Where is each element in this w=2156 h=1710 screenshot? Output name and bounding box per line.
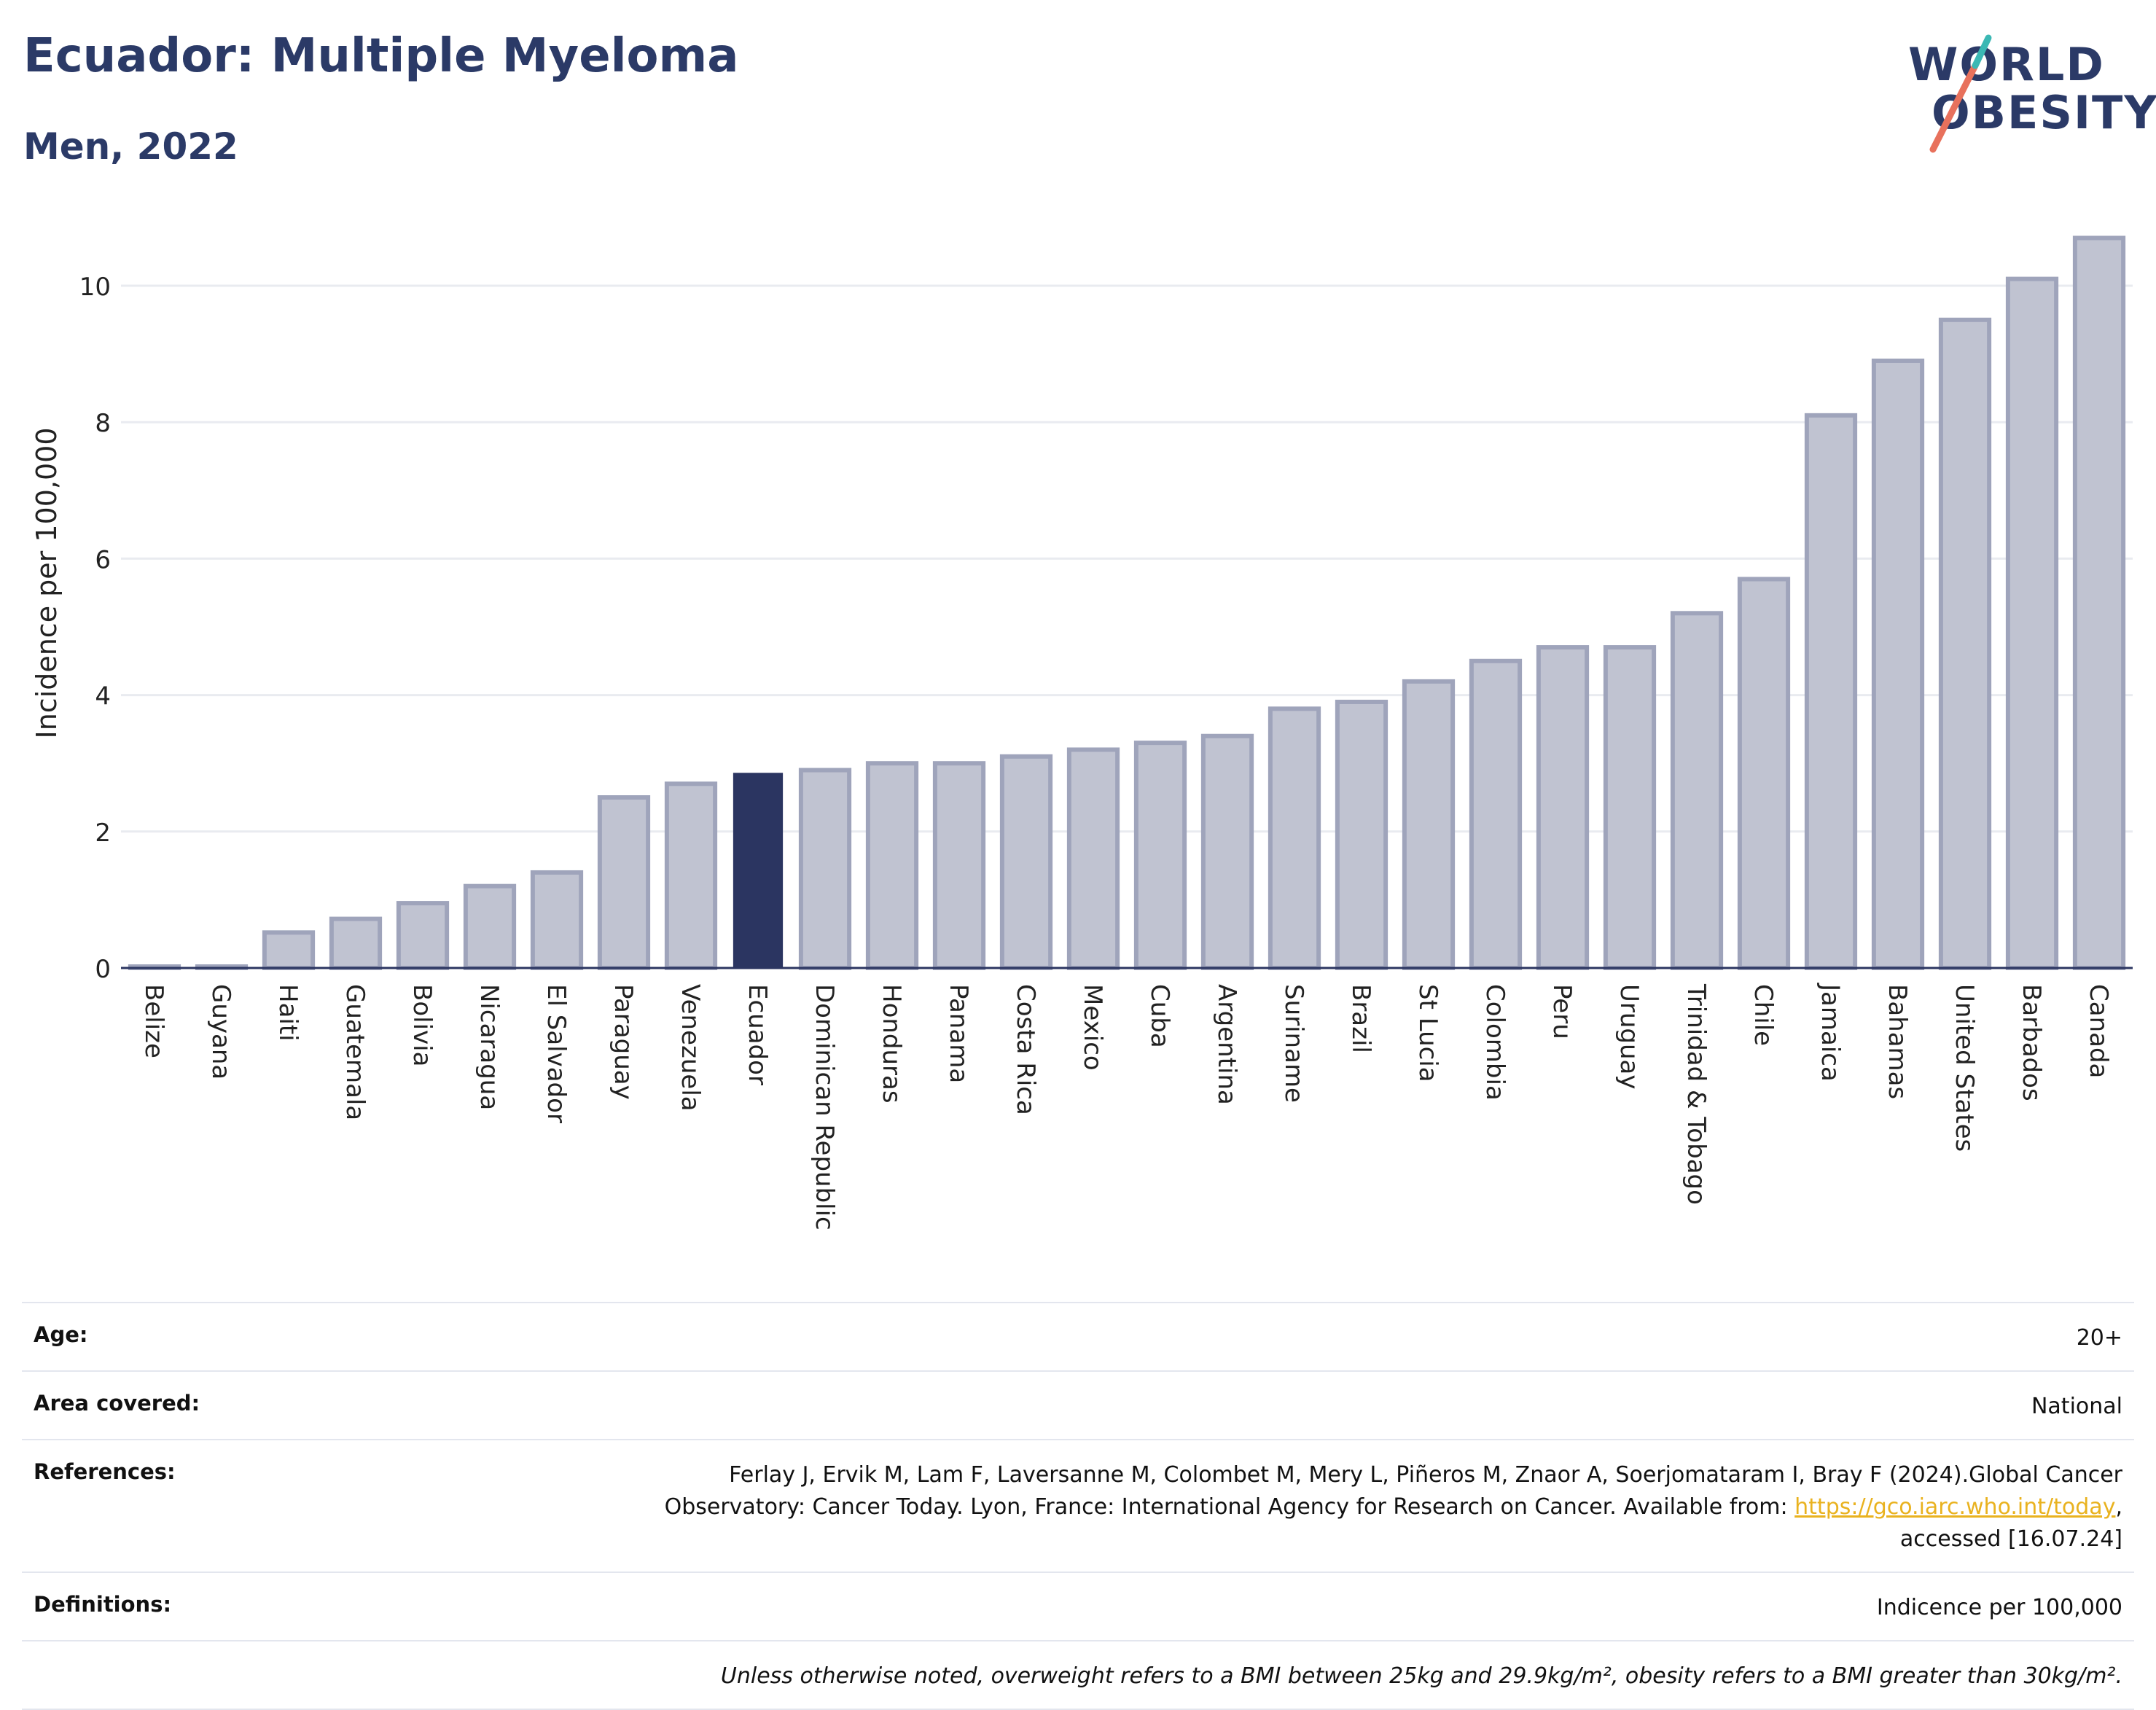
meta-row-definitions: Definitions: Indicence per 100,000 (22, 1572, 2134, 1640)
bar-guatemala (329, 916, 383, 970)
x-tick-label: Barbados (2017, 984, 2046, 1101)
x-tick-label: Trinidad & Tobago (1682, 983, 1711, 1205)
x-tick-label: Peru (1547, 984, 1577, 1039)
bar-chart: 0 2 4 6 8 10 Belize Guyana Haiti Guatemala Bolivia… (79, 235, 2133, 1230)
bar-brazil (1335, 699, 1388, 971)
bar-bahamas (1871, 358, 1925, 970)
bar-canada (2072, 235, 2126, 971)
age-value: 20+ (2076, 1325, 2122, 1351)
bar-haiti (262, 930, 316, 971)
logo-line-2: OBESITY (1932, 86, 2156, 139)
x-tick-label: Bahamas (1883, 984, 1912, 1099)
x-tick-label: Mexico (1078, 984, 1107, 1071)
bar-united-states (1938, 317, 1992, 971)
page-subtitle: Men, 2022 (23, 125, 238, 168)
x-tick-label: Venezuela (676, 984, 705, 1112)
x-tick-label: Cuba (1145, 984, 1174, 1048)
bar-uruguay (1603, 645, 1657, 971)
references-label: References: (34, 1459, 176, 1484)
x-tick-label: Jamaica (1816, 983, 1845, 1082)
logo-slash-icon (1929, 34, 1992, 153)
bar-argentina (1200, 733, 1254, 970)
world-obesity-logo: WORLD OBESITY (1895, 22, 2156, 153)
bar-nicaragua (463, 883, 517, 970)
bar-trinidad-tobago (1670, 611, 1724, 971)
logo-line-1: WORLD (1908, 38, 2105, 91)
definitions-value: Indicence per 100,000 (1876, 1595, 2122, 1620)
x-tick-label: Nicaragua (474, 984, 504, 1110)
bar-suriname (1268, 706, 1321, 970)
x-tick-label: Haiti (273, 984, 302, 1042)
area-label: Area covered: (34, 1391, 200, 1416)
x-tick-label: Bolivia (407, 984, 437, 1066)
x-tick-label: Honduras (877, 984, 906, 1104)
x-tick-label: Paraguay (609, 984, 638, 1100)
bar-colombia (1469, 658, 1523, 970)
page-title: Ecuador: Multiple Myeloma (23, 29, 739, 83)
x-tick-label: Belize (139, 984, 168, 1058)
x-tick-label: Guyana (206, 984, 235, 1080)
x-tick-label: Uruguay (1614, 984, 1644, 1090)
area-value: National (2031, 1394, 2122, 1419)
bar-panama (932, 761, 986, 970)
metadata-table: Age: 20+ Area covered: National Referenc… (22, 1302, 2134, 1710)
x-tick-label: Chile (1749, 984, 1778, 1046)
bar-jamaica (1804, 413, 1858, 970)
x-tick-label: Guatemala (340, 984, 370, 1120)
bmi-note: Unless otherwise noted, overweight refer… (720, 1663, 2122, 1689)
meta-row-references: References: Ferlay J, Ervik M, Lam F, La… (22, 1439, 2134, 1572)
y-tick-label: 0 (95, 955, 111, 984)
x-tick-label: Ecuador (743, 984, 772, 1085)
x-tick-label: St Lucia (1413, 984, 1442, 1082)
references-value: Ferlay J, Ervik M, Lam F, Laversanne M, … (665, 1459, 2122, 1555)
bar-bolivia (396, 901, 450, 971)
bar-paraguay (597, 795, 651, 970)
bar-dominican-republic (798, 768, 852, 970)
bar-honduras (865, 761, 919, 970)
y-tick-label: 10 (79, 273, 111, 302)
y-tick-label: 6 (95, 545, 111, 574)
y-tick-label: 4 (95, 682, 111, 711)
age-label: Age: (34, 1322, 88, 1347)
bar-costa-rica (999, 754, 1053, 971)
bar-ecuador (733, 773, 784, 969)
bar-mexico (1066, 747, 1120, 970)
bar-barbados (2005, 276, 2059, 970)
references-line-2: Observatory: Cancer Today. Lyon, France:… (664, 1494, 1795, 1520)
y-tick-label: 2 (95, 819, 111, 848)
bar-peru (1536, 645, 1590, 971)
x-tick-label: Panama (944, 984, 973, 1083)
y-tick-label: 8 (95, 409, 111, 438)
x-tick-label: Costa Rica (1011, 984, 1040, 1115)
references-line-2-end: , (2115, 1494, 2122, 1520)
x-tick-label: Argentina (1212, 984, 1241, 1105)
x-tick-label: Colombia (1480, 984, 1509, 1101)
bar-chile (1737, 577, 1791, 970)
x-tick-label: Brazil (1346, 984, 1375, 1053)
x-tick-label: Suriname (1279, 984, 1308, 1103)
definitions-label: Definitions: (34, 1592, 172, 1617)
meta-row-note: Unless otherwise noted, overweight refer… (22, 1640, 2134, 1710)
references-link[interactable]: https://gco.iarc.who.int/today (1794, 1494, 2116, 1520)
x-tick-label: Dominican Republic (810, 984, 839, 1230)
meta-row-area: Area covered: National (22, 1370, 2134, 1439)
bar-cuba (1133, 741, 1187, 970)
x-tick-label: El Salvador (542, 984, 571, 1123)
x-tick-label: United States (1950, 984, 1979, 1152)
references-line-3: accessed [16.07.24] (1899, 1526, 2122, 1552)
references-line-1: Ferlay J, Ervik M, Lam F, Laversanne M, … (729, 1462, 2122, 1488)
bar-venezuela (664, 781, 718, 971)
bar-st-lucia (1402, 679, 1456, 970)
meta-row-age: Age: 20+ (22, 1302, 2134, 1370)
bar-el-salvador (530, 870, 584, 971)
x-tick-label: Canada (2084, 984, 2113, 1078)
